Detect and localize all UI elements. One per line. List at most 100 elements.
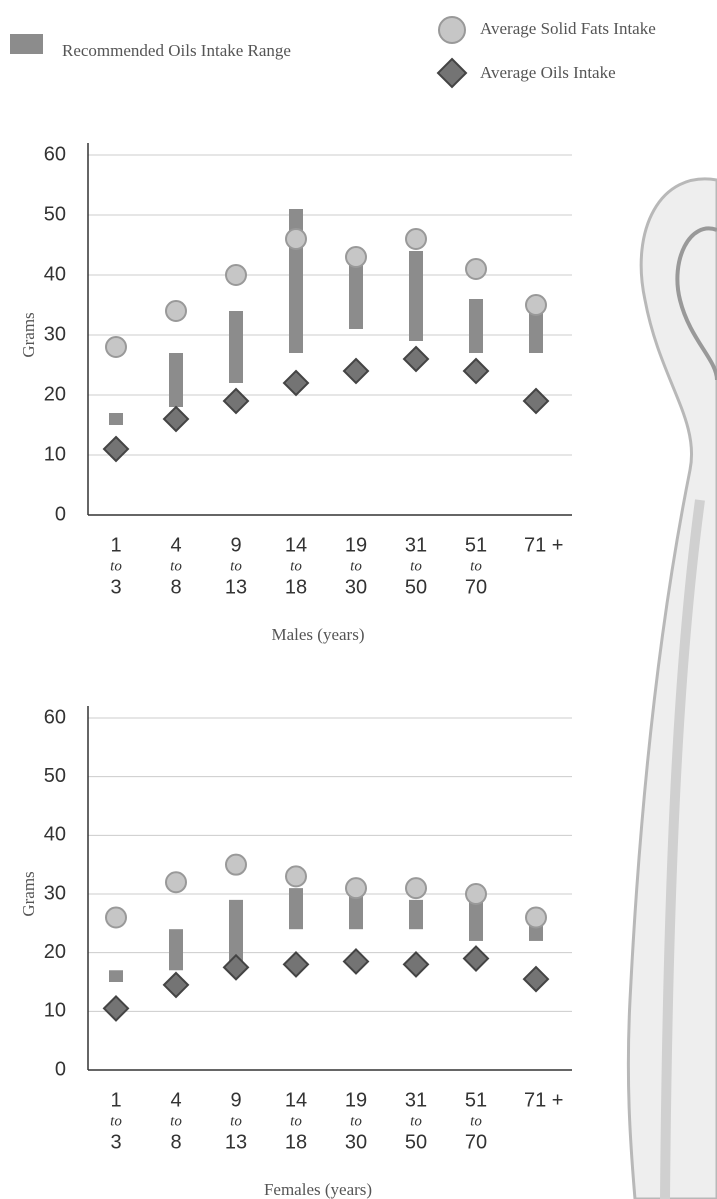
x-tick-label: to [170,1113,182,1129]
diamond-marker [462,357,490,385]
y-axis-title: Grams [19,871,38,916]
circle-marker [225,853,247,876]
x-tick-label: 8 [170,576,181,598]
x-tick-label: 51 [465,534,487,556]
x-tick-label: 71 + [524,534,563,556]
y-tick-label: 40 [44,824,66,846]
x-tick-label: 3 [110,1131,121,1153]
circle-marker [345,877,367,900]
circle-marker [165,871,187,894]
y-tick-label: 10 [44,443,66,465]
x-tick-label: 3 [110,576,121,598]
legend-label: Average Solid Fats Intake [480,19,656,38]
range-bar [349,257,363,329]
diamond-marker [436,57,468,89]
y-tick-label: 0 [55,1058,66,1080]
diamond-marker [222,953,250,981]
y-tick-label: 10 [44,1000,66,1022]
x-tick-label: 31 [405,534,427,556]
x-tick-label: 9 [230,534,241,556]
range-bar [229,899,243,965]
diamond-marker [102,435,130,463]
x-tick-label: to [410,558,422,574]
y-tick-label: 30 [44,882,66,904]
y-tick-label: 30 [44,323,66,345]
x-tick-label: 18 [285,576,307,598]
x-tick-label: 30 [345,576,367,598]
y-tick-label: 40 [44,263,66,285]
range-bar [289,888,303,930]
x-tick-label: 8 [170,1131,181,1153]
x-tick-label: 31 [405,1089,427,1111]
x-tick-label: to [470,558,482,574]
circle-marker [165,300,187,322]
diamond-marker [102,994,130,1022]
x-tick-label: to [290,558,302,574]
x-tick-label: 13 [225,576,247,598]
y-tick-label: 50 [44,203,66,225]
x-tick-label: 14 [285,534,307,556]
diamond-marker [462,945,490,972]
diamond-marker [342,948,370,975]
circle-marker [465,883,487,905]
circle-marker [285,865,307,888]
range-bar [409,899,423,930]
x-tick-label: 18 [285,1131,307,1153]
x-axis-title: Females (years) [264,1180,372,1199]
legend-label: Average Oils Intake [480,63,616,82]
circle-marker [438,16,466,44]
y-tick-label: 20 [44,941,66,963]
x-tick-label: to [110,1113,122,1129]
circle-marker [105,906,127,929]
x-tick-label: 30 [345,1131,367,1153]
x-tick-label: 4 [170,534,181,556]
range-bar [109,413,123,425]
x-tick-label: 14 [285,1089,307,1111]
chart: 0 10 20 30 40 50 60 Grams Females (years) 1 to 3 4 to… [19,706,572,1199]
diamond-marker [162,971,190,999]
range-bar [229,311,243,383]
x-tick-label: 1 [110,534,121,556]
circle-marker [225,264,247,286]
diamond-marker [402,345,430,373]
diamond-marker [162,405,190,433]
range-bar [469,299,483,353]
x-tick-label: to [170,558,182,574]
range-bar [469,899,483,941]
chart: 0 10 20 30 40 50 60 Grams Males (years) 1 to 3 4 to 8 9… [19,143,572,644]
x-tick-label: to [470,1113,482,1129]
diamond-marker [222,387,250,415]
x-tick-label: to [410,1113,422,1129]
x-tick-label: 19 [345,534,367,556]
x-tick-label: to [350,1113,362,1129]
range-bar [169,929,183,971]
y-tick-label: 60 [44,143,66,165]
circle-marker [525,294,547,316]
x-tick-label: 50 [405,1131,427,1153]
x-axis-title: Males (years) [272,625,365,644]
diamond-marker [342,357,370,385]
x-tick-label: 13 [225,1131,247,1153]
circle-marker [345,246,367,268]
circle-marker [525,906,547,929]
x-tick-label: 4 [170,1089,181,1111]
range-bar [409,251,423,341]
circle-marker [105,336,127,358]
circle-marker [405,228,427,250]
circle-marker [405,877,427,900]
x-tick-label: 51 [465,1089,487,1111]
x-tick-label: 50 [405,576,427,598]
legend-swatch [10,34,43,54]
diamond-marker [522,387,550,415]
x-tick-label: to [110,558,122,574]
x-tick-label: 9 [230,1089,241,1111]
y-tick-label: 60 [44,706,66,728]
diamond-marker [402,950,430,978]
range-bar [529,311,543,353]
x-tick-label: 70 [465,576,487,598]
y-axis-title: Grams [19,312,38,357]
x-tick-label: to [290,1113,302,1129]
circle-marker [465,258,487,280]
x-tick-label: 1 [110,1089,121,1111]
